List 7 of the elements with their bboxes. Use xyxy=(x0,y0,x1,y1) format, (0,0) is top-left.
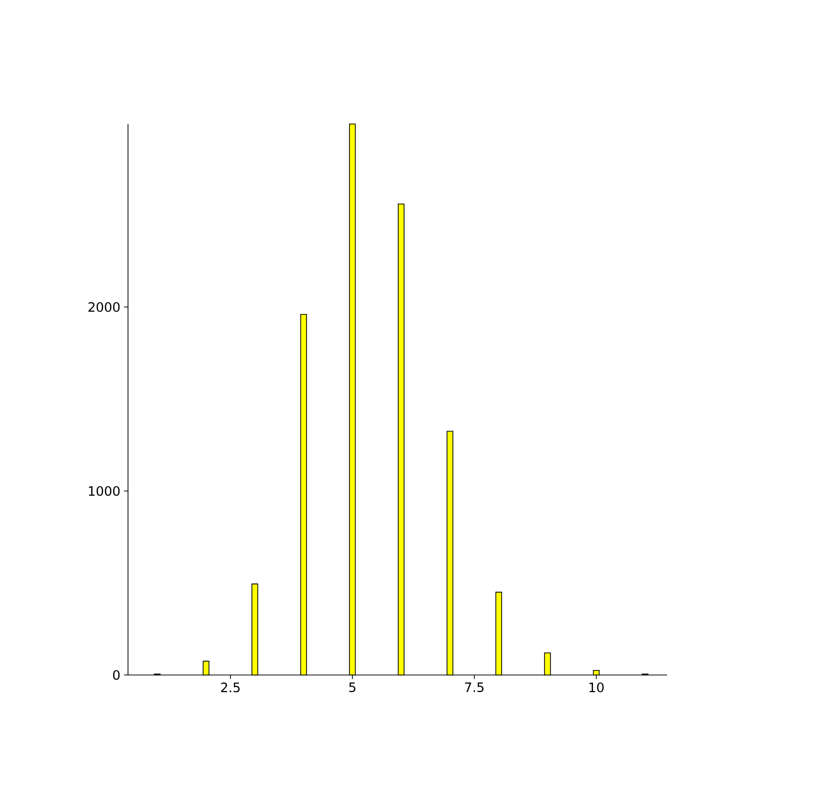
x-tick-label: 2.5 xyxy=(221,682,240,692)
y-tick-label: 1000 xyxy=(88,486,120,496)
y-tick-label: 0 xyxy=(113,670,120,680)
x-tick-label: 5 xyxy=(349,682,356,692)
x-tick-label: 7.5 xyxy=(465,682,484,692)
x-tick-label: 10 xyxy=(589,682,604,692)
y-tick-label: 2000 xyxy=(88,302,120,312)
